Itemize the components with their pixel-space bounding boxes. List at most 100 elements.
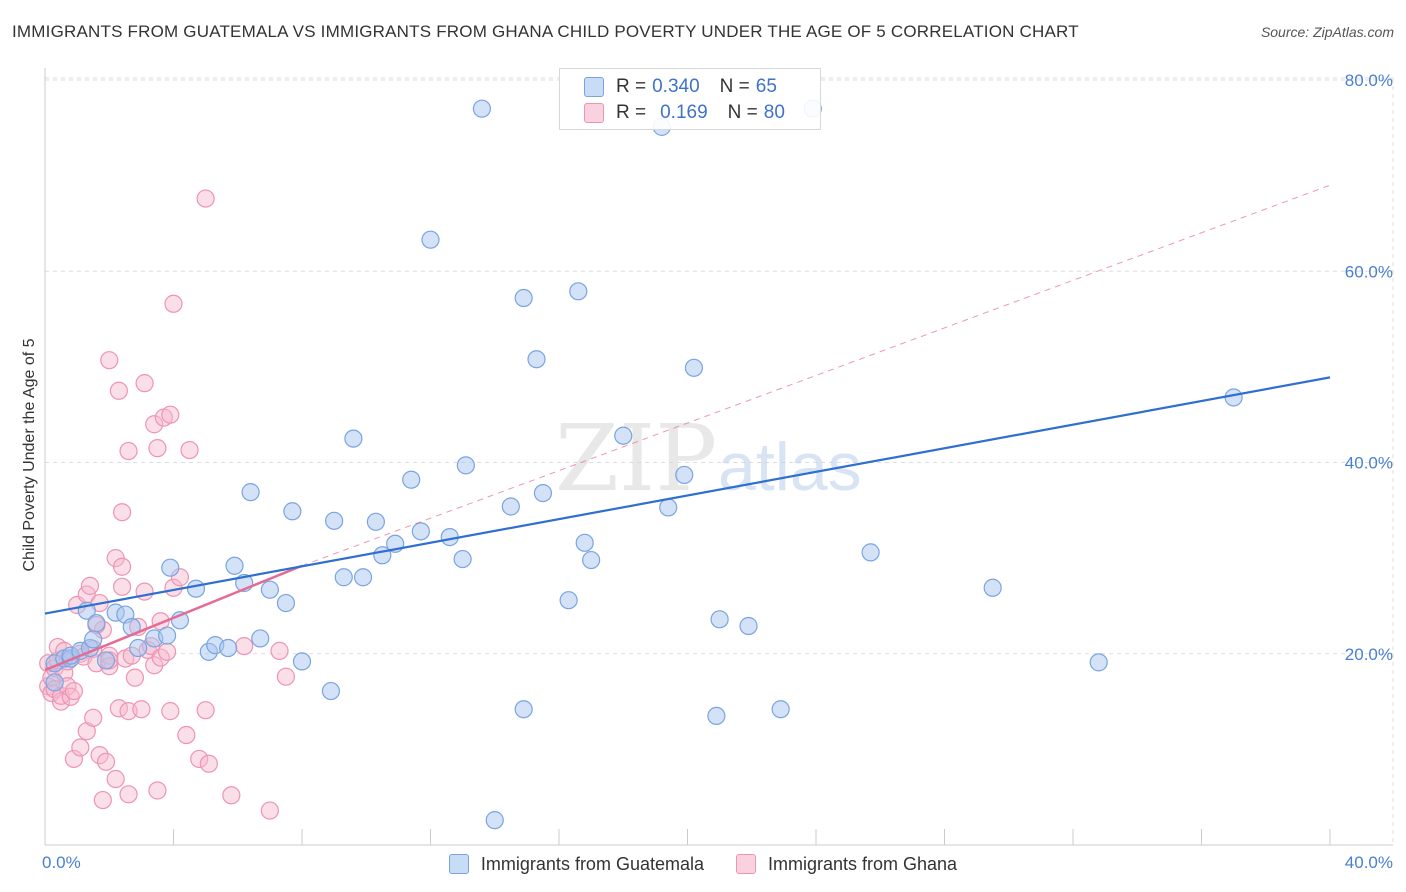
source-label: Source: ZipAtlas.com xyxy=(1260,24,1394,40)
guatemala-trend-line xyxy=(44,376,1331,615)
legend-row-ghana: R = 0.169 N = 80 xyxy=(584,101,785,125)
legend-item-ghana[interactable]: Immigrants from Ghana xyxy=(736,854,957,875)
ghana-point xyxy=(135,582,154,601)
guatemala-point xyxy=(129,638,148,658)
guatemala-point xyxy=(241,483,260,502)
y-tick-label: 20.0% xyxy=(1345,645,1393,664)
guatemala-point xyxy=(411,522,430,541)
ghana-point xyxy=(164,294,183,313)
ghana-point xyxy=(84,708,103,727)
ghana-point xyxy=(145,415,164,434)
ghana-point xyxy=(157,642,177,661)
guatemala-point xyxy=(292,652,312,671)
ghana-trend-extension xyxy=(301,184,1331,567)
guatemala-point xyxy=(1224,388,1243,407)
guatemala-point xyxy=(582,550,601,570)
n-label: N = xyxy=(719,76,750,97)
y-tick-label: 60.0% xyxy=(1345,262,1393,281)
ghana-point xyxy=(161,405,180,424)
r-value: 0.169 xyxy=(660,102,708,123)
ghana-point xyxy=(109,381,128,400)
axes xyxy=(44,68,1393,846)
guatemala-point xyxy=(456,456,475,475)
ghana-point xyxy=(96,752,116,771)
x-tick-label: 0.0% xyxy=(42,853,81,872)
legend-label: Immigrants from Guatemala xyxy=(480,853,704,874)
guatemala-swatch xyxy=(584,77,604,97)
ghana-point xyxy=(119,441,138,461)
ghana-point xyxy=(135,374,154,393)
guatemala-point xyxy=(739,616,758,636)
guatemala-point xyxy=(453,549,472,569)
guatemala-point xyxy=(87,614,106,633)
guatemala-point xyxy=(575,533,594,552)
guatemala-point xyxy=(260,580,279,599)
guatemala-point xyxy=(559,591,578,610)
ghana-point xyxy=(270,641,289,660)
ghana-point xyxy=(64,749,84,769)
guatemala-point xyxy=(472,99,491,118)
ghana-point xyxy=(177,725,196,745)
ghana-point xyxy=(161,702,180,721)
series-legend: Immigrants from Guatemala Immigrants fro… xyxy=(0,850,1406,878)
ghana-point xyxy=(148,781,167,800)
x-tick-label: 40.0% xyxy=(1345,853,1393,872)
guatemala-point xyxy=(334,568,353,587)
guatemala-point xyxy=(485,811,504,830)
guatemala-point xyxy=(225,556,244,575)
n-label: N = xyxy=(727,102,758,123)
guatemala-point xyxy=(861,543,880,562)
n-value: 80 xyxy=(763,102,785,123)
ghana-point xyxy=(180,440,199,460)
ghana-point xyxy=(64,681,84,701)
ghana-trend-line xyxy=(44,564,303,672)
ghana-point xyxy=(71,738,90,757)
guatemala-point xyxy=(276,593,296,613)
ghana-point xyxy=(196,701,215,720)
guatemala-point xyxy=(659,498,678,517)
r-value: 0.340 xyxy=(652,76,700,97)
r-label: R = xyxy=(616,102,647,123)
guatemala-swatch xyxy=(448,854,469,874)
ghana-point xyxy=(260,801,279,820)
ghana-point xyxy=(80,576,100,595)
guatemala-point xyxy=(514,700,533,719)
guatemala-point xyxy=(1089,653,1108,672)
ghana-point xyxy=(125,668,145,687)
guatemala-point xyxy=(675,465,694,485)
ghana-point xyxy=(222,786,241,805)
ghana-point xyxy=(51,692,71,711)
guatemala-point xyxy=(421,230,440,249)
guatemala-point xyxy=(325,511,344,530)
ghana-point xyxy=(106,769,125,789)
guatemala-point xyxy=(707,706,726,726)
legend-item-guatemala[interactable]: Immigrants from Guatemala xyxy=(448,853,704,875)
ghana-point xyxy=(276,667,296,686)
y-tick-label: 40.0% xyxy=(1345,454,1393,473)
guatemala-point xyxy=(771,700,790,719)
guatemala-point xyxy=(501,497,520,516)
guatemala-point xyxy=(527,350,546,369)
ghana-point xyxy=(100,351,119,370)
ghana-point xyxy=(199,754,218,773)
guatemala-point xyxy=(614,426,633,445)
guatemala-point xyxy=(45,673,64,692)
ghana-point xyxy=(119,785,138,804)
ghana-point xyxy=(112,577,132,596)
guatemala-point xyxy=(983,578,1002,597)
ghana-point xyxy=(132,700,151,719)
legend-label: Immigrants from Ghana xyxy=(768,853,958,874)
tick-labels: 20.0% 40.0% 60.0% 80.0% 0.0% 40.0% xyxy=(42,71,1393,872)
ghana-swatch xyxy=(584,103,604,123)
guatemala-point xyxy=(186,579,206,598)
watermark-zip: ZIP xyxy=(555,405,717,512)
guatemala-point xyxy=(96,651,116,670)
legend-row-guatemala: R = 0.340 N = 65 xyxy=(584,75,777,99)
guatemala-point xyxy=(283,502,302,521)
guatemala-point xyxy=(514,288,533,308)
guatemala-point xyxy=(402,470,421,489)
guatemala-point xyxy=(710,610,729,629)
guatemala-point xyxy=(353,568,373,587)
chart-title: IMMIGRANTS FROM GUATEMALA VS IMMIGRANTS … xyxy=(12,22,1079,41)
